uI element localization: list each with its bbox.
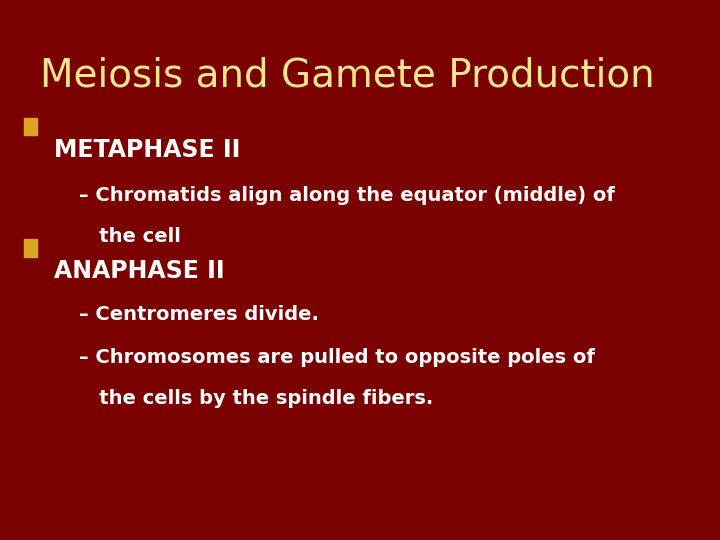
Text: Meiosis and Gamete Production: Meiosis and Gamete Production bbox=[40, 57, 654, 94]
Text: the cells by the spindle fibers.: the cells by the spindle fibers. bbox=[79, 389, 433, 408]
Text: ANAPHASE II: ANAPHASE II bbox=[54, 259, 225, 283]
FancyBboxPatch shape bbox=[24, 118, 37, 135]
Text: – Centromeres divide.: – Centromeres divide. bbox=[79, 305, 319, 324]
Text: – Chromosomes are pulled to opposite poles of: – Chromosomes are pulled to opposite pol… bbox=[79, 348, 595, 367]
Text: METAPHASE II: METAPHASE II bbox=[54, 138, 240, 161]
FancyBboxPatch shape bbox=[24, 239, 37, 256]
Text: – Chromatids align along the equator (middle) of: – Chromatids align along the equator (mi… bbox=[79, 186, 615, 205]
Text: the cell: the cell bbox=[79, 227, 181, 246]
